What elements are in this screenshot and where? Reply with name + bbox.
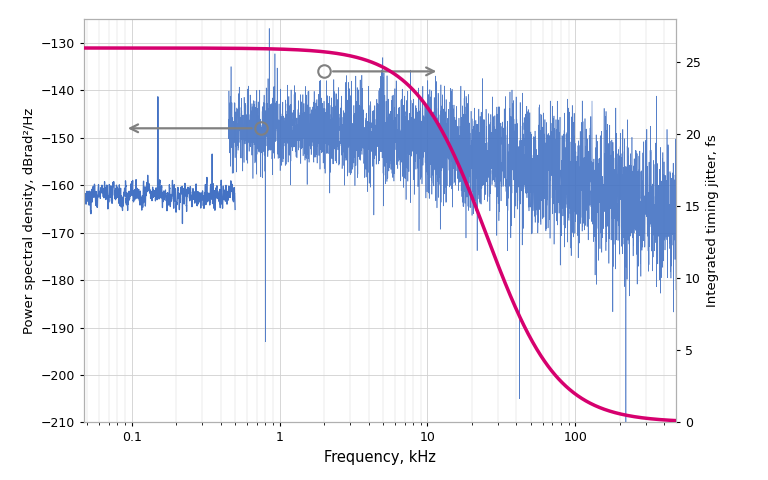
- Y-axis label: Power spectral density, dBrad²/Hz: Power spectral density, dBrad²/Hz: [22, 108, 35, 334]
- X-axis label: Frequency, kHz: Frequency, kHz: [324, 450, 436, 465]
- Y-axis label: Integrated timing jitter, fs: Integrated timing jitter, fs: [707, 134, 720, 307]
